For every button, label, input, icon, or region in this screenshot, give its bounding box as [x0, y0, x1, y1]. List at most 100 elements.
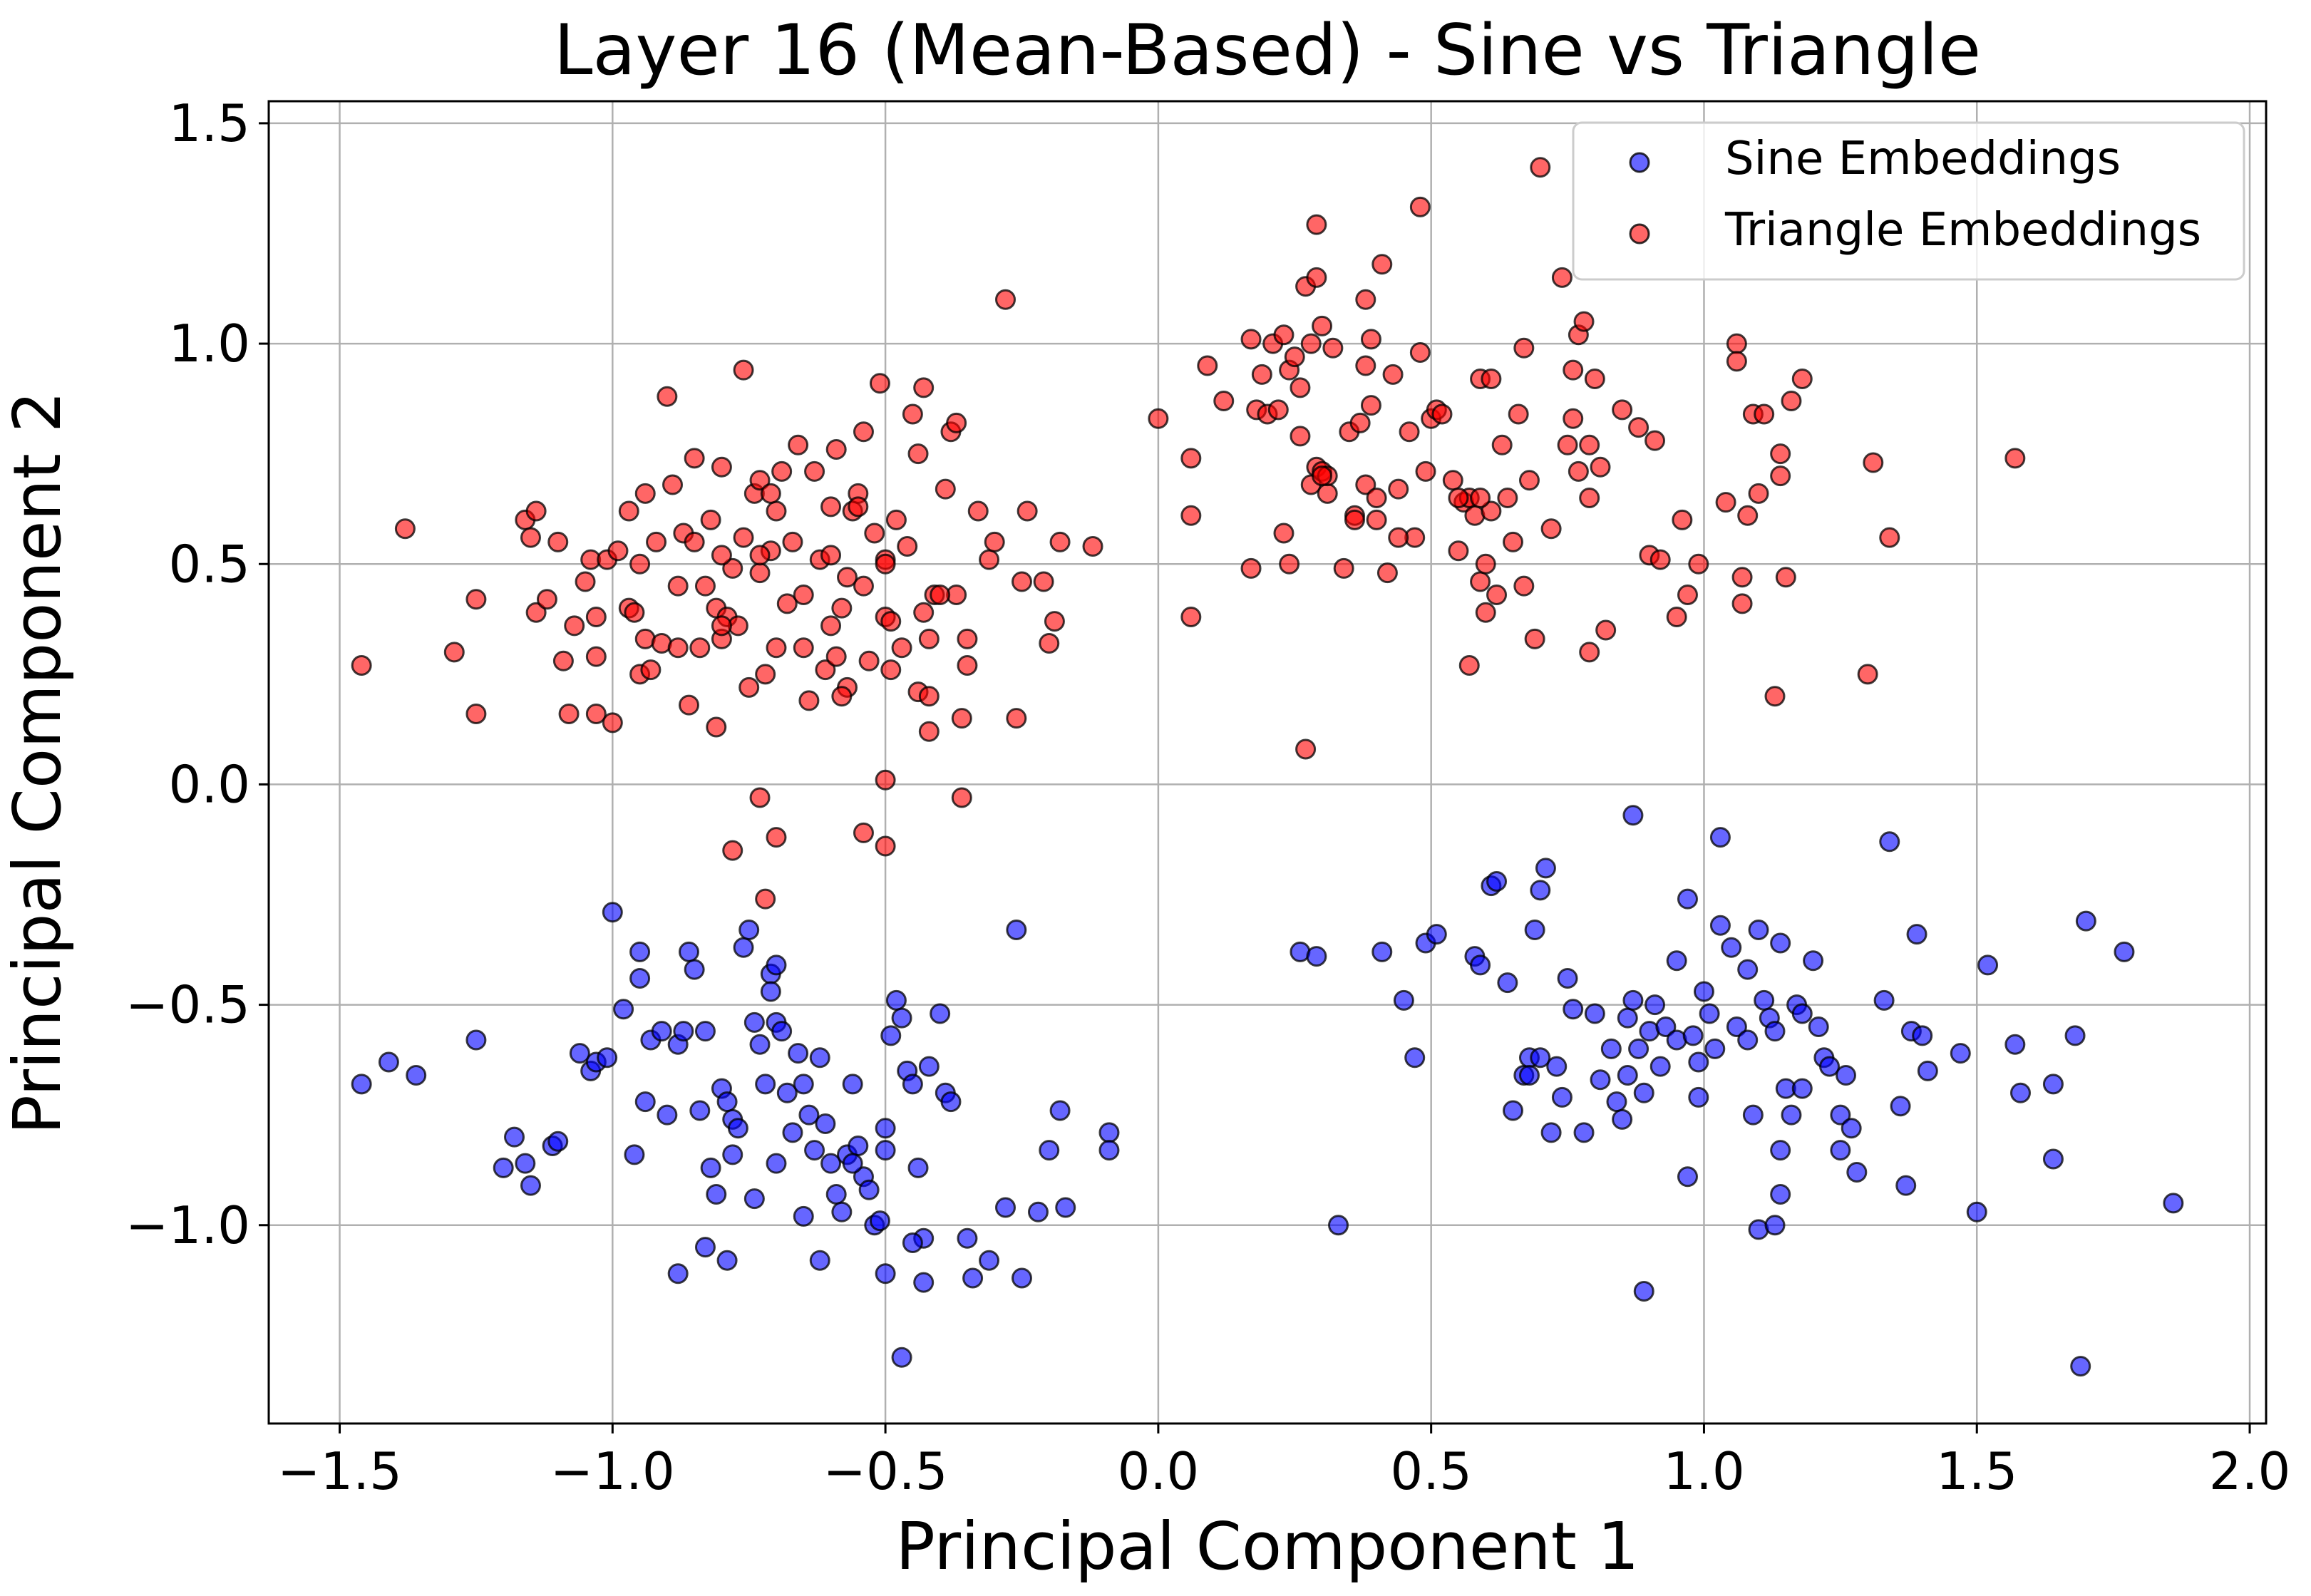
triangle-point: [1540, 518, 1562, 540]
sine-point: [1966, 1201, 1987, 1222]
sine-point: [651, 1021, 672, 1042]
triangle-point: [875, 769, 896, 791]
triangle-point: [733, 527, 754, 548]
triangle-point: [749, 787, 771, 808]
triangle-point: [1579, 642, 1600, 663]
triangle-point: [897, 536, 918, 557]
sine-point: [684, 959, 705, 980]
triangle-point: [880, 611, 902, 632]
sine-point: [1781, 1104, 1802, 1126]
sine-point: [1830, 1140, 1851, 1161]
triangle-point: [820, 545, 842, 566]
triangle-point: [967, 500, 989, 522]
triangle-point: [1213, 390, 1235, 411]
triangle-point: [1251, 364, 1272, 385]
triangle-point: [1006, 708, 1027, 729]
sine-point: [694, 1021, 716, 1042]
sine-point: [1803, 950, 1824, 972]
triangle-point: [1355, 474, 1376, 495]
triangle-point: [766, 827, 787, 848]
triangle-point: [1628, 417, 1649, 438]
sine-point: [809, 1047, 830, 1069]
triangle-point: [766, 500, 787, 522]
sine-point: [940, 1091, 962, 1113]
triangle-point: [624, 602, 645, 623]
triangle-point: [831, 686, 853, 707]
triangle-point: [684, 531, 705, 552]
triangle-point: [930, 585, 951, 606]
triangle-point: [602, 712, 623, 733]
sine-point: [902, 1232, 923, 1253]
triangle-point: [2004, 448, 2026, 469]
triangle-point: [662, 474, 684, 495]
triangle-point: [694, 575, 716, 597]
triangle-point: [1273, 324, 1295, 346]
triangle-point: [1388, 527, 1409, 548]
sine-point: [634, 1091, 656, 1113]
sine-point: [1950, 1043, 1971, 1064]
sine-point: [738, 919, 760, 940]
triangle-point: [793, 585, 814, 606]
triangle-point: [629, 553, 651, 575]
sine-point: [520, 1175, 541, 1196]
sine-point: [2004, 1034, 2026, 1055]
sine-point: [1006, 919, 1027, 940]
sine-point: [1328, 1215, 1349, 1236]
triangle-point: [913, 377, 935, 398]
sine-point: [1633, 1082, 1654, 1103]
sine-point: [749, 1034, 771, 1055]
sine-point: [913, 1272, 935, 1293]
triangle-point: [1557, 434, 1578, 455]
triangle-point: [1371, 254, 1393, 275]
triangle-point: [913, 602, 935, 623]
sine-point: [842, 1153, 863, 1174]
sine-point: [1754, 989, 1775, 1011]
sine-point: [766, 1153, 787, 1174]
triangle-point: [1508, 403, 1529, 425]
triangle-point: [825, 646, 847, 667]
triangle-point: [755, 888, 776, 910]
sine-point: [1709, 915, 1731, 936]
sine-point: [1546, 1056, 1568, 1077]
triangle-point: [394, 518, 416, 540]
triangle-point: [755, 664, 776, 685]
sine-point: [804, 1140, 825, 1161]
sine-point: [1682, 1025, 1704, 1046]
triangle-point: [585, 606, 607, 627]
sine-point: [1742, 1104, 1764, 1126]
triangle-point: [1448, 488, 1469, 508]
triangle-point: [771, 460, 793, 482]
triangle-point: [1033, 571, 1054, 592]
sine-point: [1530, 880, 1551, 901]
sine-point: [880, 1025, 902, 1046]
triangle-point: [1306, 214, 1327, 235]
sine-point: [995, 1197, 1016, 1218]
y-tick-label: 1.0: [168, 314, 250, 374]
triangle-point: [1044, 611, 1065, 632]
legend-marker-triangle: [1629, 223, 1650, 244]
sine-point: [727, 1118, 748, 1139]
sine-point: [569, 1043, 590, 1064]
triangle-point: [689, 637, 711, 659]
triangle-point: [891, 637, 912, 659]
sine-point: [743, 1188, 765, 1210]
triangle-point: [1481, 500, 1502, 522]
triangle-point: [1366, 488, 1387, 508]
triangle-point: [788, 434, 809, 455]
triangle-point: [793, 637, 814, 659]
triangle-point: [646, 531, 667, 552]
sine-point: [930, 1003, 951, 1024]
sine-point: [733, 937, 754, 958]
triangle-point: [711, 615, 732, 637]
sine-point: [1677, 1166, 1698, 1188]
triangle-point: [1770, 443, 1791, 465]
triangle-point: [1349, 412, 1371, 433]
triangle-point: [1180, 606, 1202, 627]
triangle-point: [1360, 329, 1381, 350]
triangle-point: [1731, 567, 1753, 588]
sine-point: [1617, 1007, 1638, 1029]
triangle-point: [1513, 575, 1535, 597]
triangle-point: [667, 575, 689, 597]
legend-box: [1572, 121, 2245, 281]
